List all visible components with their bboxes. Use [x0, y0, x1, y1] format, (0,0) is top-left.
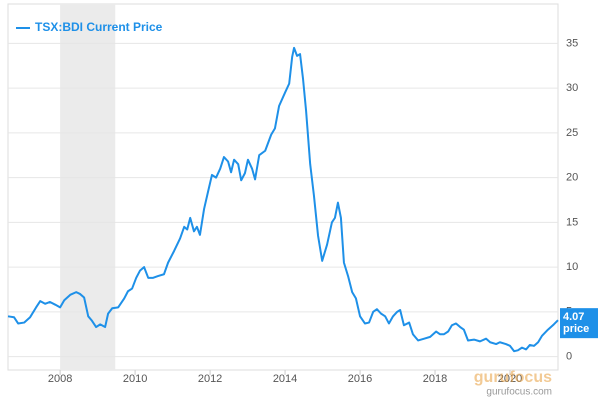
y-tick-label: 30	[566, 82, 578, 94]
x-tick-label: 2010	[123, 373, 147, 385]
watermark-url: gurufocus.com	[486, 387, 552, 398]
y-tick-label: 20	[566, 172, 578, 184]
x-tick-label: 2016	[348, 373, 372, 385]
plot-frame	[7, 3, 559, 371]
legend-label: TSX:BDI Current Price	[35, 20, 163, 34]
recession-band	[60, 4, 116, 370]
price-line	[7, 46, 559, 353]
y-tick-label: 10	[566, 261, 578, 273]
x-tick-label: 2008	[48, 373, 72, 385]
end-label-unit: price	[563, 323, 589, 335]
end-label-value: 4.07	[563, 311, 584, 323]
y-tick-label: 15	[566, 216, 578, 228]
x-tick-label: 2020	[498, 373, 522, 385]
watermark-logo: gurufocus	[474, 369, 552, 386]
y-tick-label: 25	[566, 127, 578, 139]
x-tick-label: 2018	[423, 373, 447, 385]
x-tick-label: 2012	[198, 373, 222, 385]
x-tick-label: 2014	[273, 373, 297, 385]
end-label-box	[560, 308, 598, 339]
y-tick-label: 0	[566, 350, 572, 362]
y-tick-label: 35	[566, 37, 578, 49]
